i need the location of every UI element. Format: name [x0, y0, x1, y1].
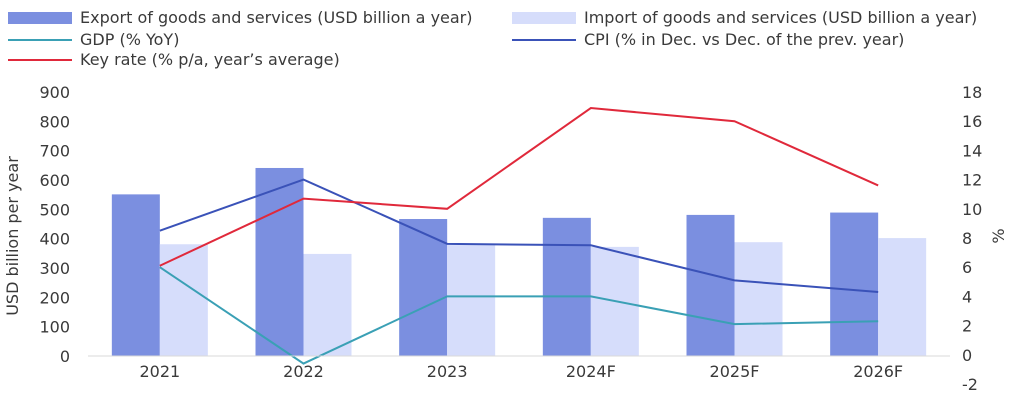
- right-tick-label: 0: [962, 346, 972, 365]
- right-tick-label: 16: [962, 112, 982, 131]
- x-tick-label: 2026F: [853, 362, 903, 381]
- legend-label-cpi: CPI (% in Dec. vs Dec. of the prev. year…: [584, 30, 905, 49]
- legend-label-import: Import of goods and services (USD billio…: [584, 8, 978, 27]
- legend-item-export: Export of goods and services (USD billio…: [8, 8, 473, 27]
- bar-import-2026F: [878, 238, 927, 356]
- left-tick-label: 0: [60, 347, 70, 366]
- bar-export-2024F: [542, 217, 591, 356]
- bar-series-group: [111, 167, 927, 356]
- line-cpi: [159, 178, 879, 294]
- bar-export-2023: [399, 219, 448, 356]
- legend-swatch-gdp: [8, 38, 72, 41]
- left-axis-title: USD billion per year: [3, 156, 22, 316]
- bar-export-2026F: [830, 212, 879, 356]
- left-tick-label: 900: [39, 83, 70, 102]
- left-tick-label: 300: [39, 259, 70, 278]
- right-tick-label: 8: [962, 229, 972, 248]
- right-tick-label: 2: [962, 317, 972, 336]
- line-series-group: [159, 107, 879, 365]
- x-tick-label: 2025F: [710, 362, 760, 381]
- left-tick-label: 800: [39, 112, 70, 131]
- right-axis-title: %: [989, 228, 1008, 243]
- legend-swatch-import: [512, 11, 576, 24]
- bar-import-2021: [159, 244, 208, 356]
- right-tick-label: -2: [962, 375, 978, 394]
- legend-label-gdp: GDP (% YoY): [80, 30, 180, 49]
- bar-import-2025F: [734, 242, 783, 356]
- legend-label-key-rate: Key rate (% p/a, year’s average): [80, 50, 340, 69]
- right-tick-label: 12: [962, 171, 982, 190]
- legend-item-import: Import of goods and services (USD billio…: [512, 8, 977, 27]
- left-tick-label: 100: [39, 318, 70, 337]
- right-tick-label: 10: [962, 200, 982, 219]
- left-tick-label: 500: [39, 200, 70, 219]
- left-tick-label: 600: [39, 171, 70, 190]
- legend-label-export: Export of goods and services (USD billio…: [80, 8, 473, 27]
- bar-export-2021: [111, 194, 160, 356]
- legend-item-gdp: GDP (% YoY): [8, 30, 179, 49]
- line-key-rate: [159, 107, 879, 267]
- right-tick-label: 4: [962, 287, 972, 306]
- left-tick-label: 400: [39, 230, 70, 249]
- bar-export-2025F: [686, 214, 735, 356]
- bar-import-2022: [303, 253, 352, 356]
- x-tick-label: 2021: [139, 362, 180, 381]
- bar-import-2023: [447, 245, 496, 356]
- legend-item-cpi: CPI (% in Dec. vs Dec. of the prev. year…: [512, 30, 904, 49]
- x-tick-label: 2024F: [566, 362, 616, 381]
- legend-swatch-cpi: [512, 38, 576, 41]
- legend-swatch-export: [8, 11, 72, 24]
- right-tick-label: 6: [962, 258, 972, 277]
- line-gdp: [159, 266, 879, 365]
- legend-item-key-rate: Key rate (% p/a, year’s average): [8, 50, 340, 69]
- right-tick-label: 18: [962, 83, 982, 102]
- left-tick-label: 700: [39, 142, 70, 161]
- axes-group: 2021 2022 2023 2024F 2025F 2026F0100200300400…: [39, 83, 982, 394]
- legend-swatch-key-rate: [8, 58, 72, 61]
- left-tick-label: 200: [39, 288, 70, 307]
- x-tick-label: 2023: [427, 362, 468, 381]
- bar-export-2022: [255, 167, 304, 356]
- right-tick-label: 14: [962, 141, 982, 160]
- x-tick-label: 2022: [283, 362, 324, 381]
- chart-legend: Export of goods and services (USD billio…: [0, 0, 1024, 70]
